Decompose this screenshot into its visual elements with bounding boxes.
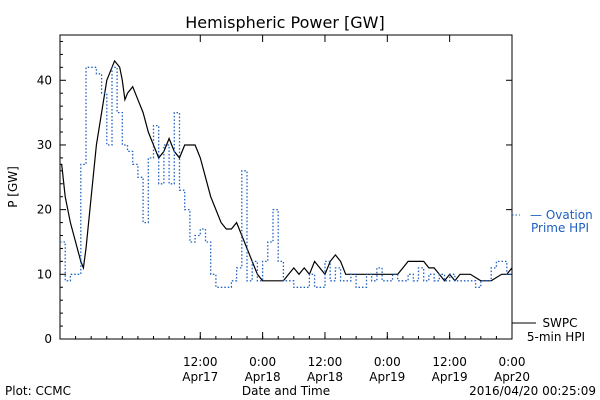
chart-title: Hemispheric Power [GW]: [185, 13, 384, 32]
y-axis: 0 10 20 30 40: [37, 40, 512, 346]
x-tick-label-date: Apr19: [432, 370, 468, 384]
x-tick-label-date: Apr20: [494, 370, 530, 384]
y-tick-label: 10: [37, 267, 52, 281]
x-tick-label-time: 12:00: [183, 355, 218, 369]
y-tick-label: 30: [37, 138, 52, 152]
y-tick-label: 20: [37, 203, 52, 217]
y-tick-label: 0: [44, 332, 52, 346]
x-tick-label-time: 0:00: [374, 355, 401, 369]
legend-label-ovation-2: Prime HPI: [531, 221, 589, 235]
x-tick-label-date: Apr19: [369, 370, 405, 384]
legend-label-swpc-2: 5-min HPI: [527, 330, 585, 344]
timestamp: 2016/04/20 00:25:09: [469, 384, 596, 398]
x-tick-label-time: 0:00: [249, 355, 276, 369]
x-tick-label-date: Apr18: [307, 370, 343, 384]
plot-credit: Plot: CCMC: [5, 384, 71, 398]
x-tick-label-time: 12:00: [308, 355, 343, 369]
x-tick-label-date: Apr17: [182, 370, 218, 384]
legend-label-ovation: — Ovation: [530, 208, 593, 222]
plot-frame: [59, 34, 513, 340]
x-tick-label-date: Apr18: [245, 370, 281, 384]
x-axis: 12:00Apr170:00Apr1812:00Apr180:00Apr1912…: [59, 35, 530, 384]
y-tick-label: 40: [37, 73, 52, 87]
series-line-swpc: [60, 59, 513, 282]
series-line-ovation: [60, 66, 512, 288]
x-tick-label-time: 0:00: [499, 355, 526, 369]
series-group: [60, 59, 513, 288]
legend-label-swpc: SWPC: [542, 316, 577, 330]
y-axis-label: P [GW]: [6, 166, 20, 208]
x-axis-label: Date and Time: [242, 384, 330, 398]
x-tick-label-time: 12:00: [432, 355, 467, 369]
